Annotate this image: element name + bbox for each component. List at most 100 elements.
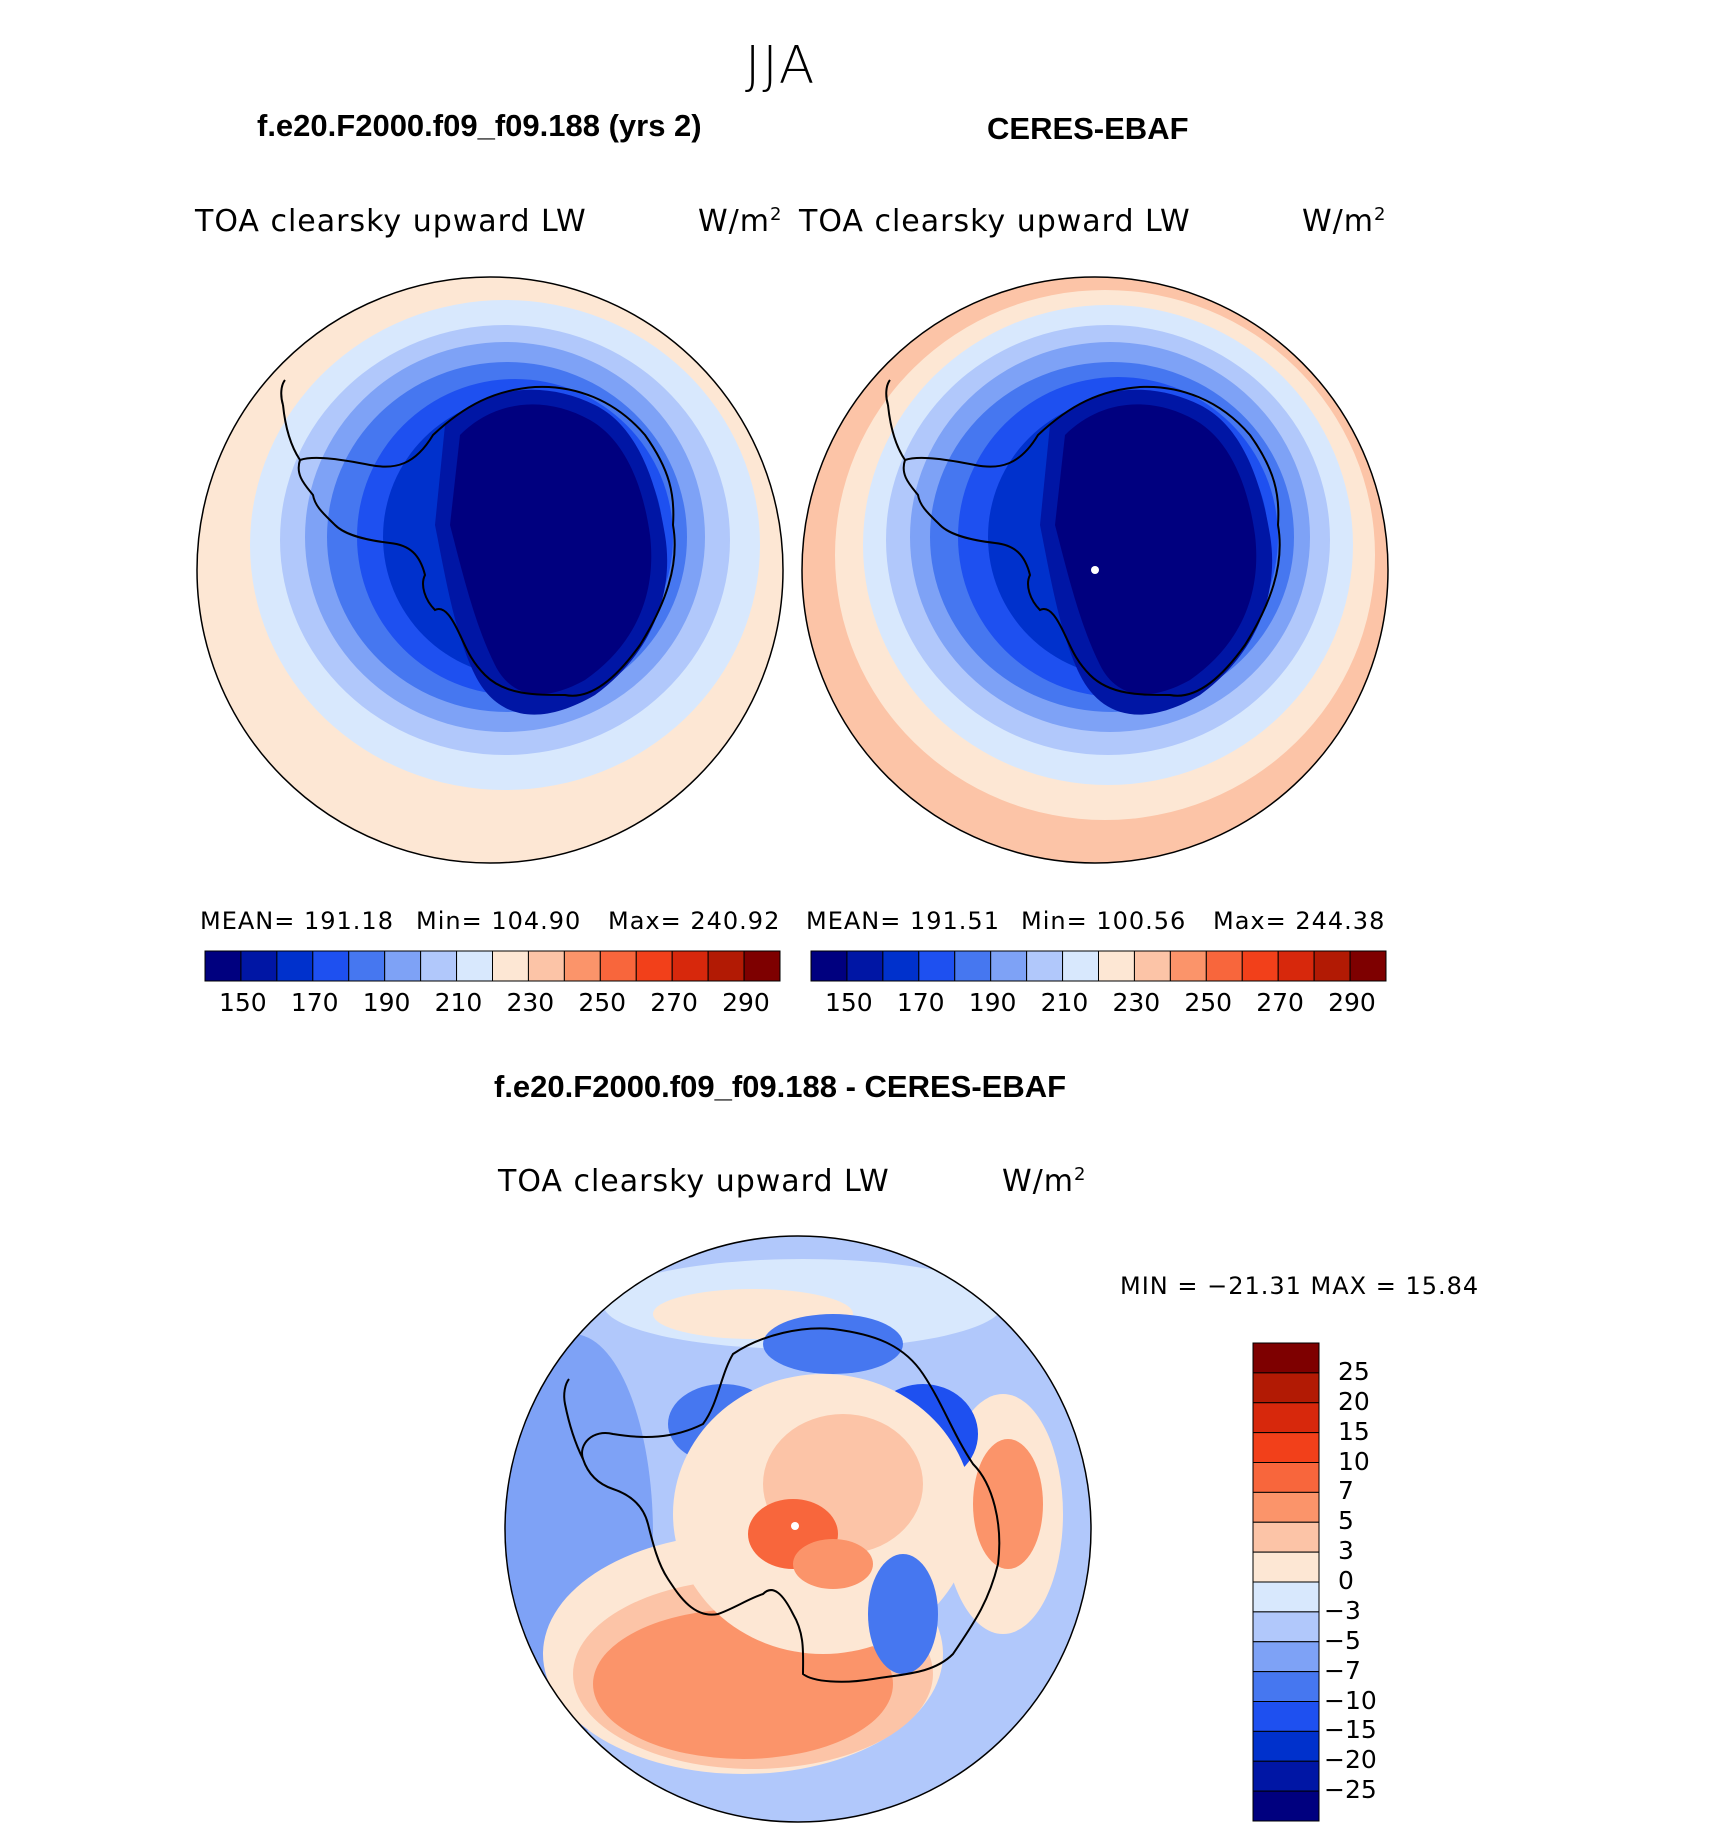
- colorbar-panel1: [204, 950, 781, 982]
- map2-band-150: [1055, 404, 1257, 695]
- panel2-variable-label: TOA clearsky upward LW: [799, 204, 1191, 239]
- colorbar-swatch: [456, 950, 493, 982]
- colorbar-tick-label: −20: [1324, 1745, 1377, 1775]
- colorbar-tick-label: 270: [650, 988, 698, 1017]
- colorbar-diff-labels: 25 20 15 10 7 5 3 0 −3 −5 −7 −10 −15 −20 −25: [1324, 1342, 1418, 1822]
- colorbar-swatch: [810, 950, 848, 982]
- panel1-mean: MEAN= 191.18: [200, 907, 394, 935]
- colorbar-tick-label: 20: [1338, 1386, 1370, 1416]
- colorbar-swatch: [348, 950, 386, 982]
- colorbar-swatch: [1252, 1491, 1320, 1523]
- colorbar-swatch: [420, 950, 458, 982]
- colorbar-swatch: [1062, 950, 1099, 982]
- map1-peninsula: [280, 379, 301, 461]
- colorbar-tick-label: 210: [434, 988, 483, 1017]
- colorbar-tick-label: 15: [1338, 1416, 1370, 1446]
- panel2-case-title: CERES-EBAF: [987, 111, 1189, 146]
- colorbar-swatch: [671, 950, 709, 982]
- colorbar-tick-label: 170: [290, 988, 339, 1017]
- colorbar-swatch: [1252, 1342, 1320, 1374]
- colorbar-swatch: [1098, 950, 1135, 982]
- diff-units-label: W/m2: [1002, 1164, 1087, 1199]
- panel1-case-title: f.e20.F2000.f09_f09.188 (yrs 2): [257, 108, 702, 143]
- colorbar-swatch: [599, 950, 637, 982]
- colorbar-swatch: [882, 950, 920, 982]
- colorbar-swatch: [312, 950, 350, 982]
- diff-title: f.e20.F2000.f09_f09.188 - CERES-EBAF: [494, 1069, 1067, 1104]
- map1-band-150: [450, 404, 652, 695]
- colorbar-tick-label: −5: [1324, 1625, 1361, 1655]
- colorbar-tick-label: 0: [1338, 1566, 1354, 1595]
- colorbar-tick-label: −25: [1324, 1775, 1377, 1805]
- colorbar-swatch: [1241, 950, 1279, 982]
- colorbar-tick-label: 170: [896, 988, 945, 1017]
- colorbar-swatch: [954, 950, 992, 982]
- colorbar-swatch: [743, 950, 781, 982]
- diff-region-north-blue: [763, 1314, 903, 1374]
- colorbar-panel2: [810, 950, 1387, 982]
- map2-peninsula: [885, 379, 906, 461]
- colorbar-swatch: [1277, 950, 1315, 982]
- colorbar-tick-label: 230: [1112, 988, 1161, 1017]
- colorbar-panel2-labels: 150 170 190 210 230 250 270 290: [811, 988, 1386, 1020]
- colorbar-swatch: [1169, 950, 1207, 982]
- colorbar-swatch: [1252, 1730, 1320, 1762]
- colorbar-swatch: [1349, 950, 1387, 982]
- map-panel2: [801, 276, 1389, 864]
- colorbar-swatch: [1133, 950, 1171, 982]
- colorbar-swatch: [1252, 1402, 1320, 1434]
- diff-pole-marker: [791, 1522, 799, 1530]
- map-panel1: [196, 276, 784, 864]
- colorbar-tick-label: 25: [1338, 1356, 1370, 1386]
- diff-region-east-interior-blue: [868, 1554, 938, 1674]
- diff-region-ne-orange: [973, 1439, 1043, 1569]
- colorbar-panel1-labels: 150 170 190 210 230 250 270 290: [205, 988, 780, 1020]
- colorbar-tick-label: 270: [1256, 988, 1304, 1017]
- colorbar-tick-label: −3: [1324, 1595, 1361, 1625]
- colorbar-tick-label: 230: [506, 988, 555, 1017]
- panel1-max: Max= 240.92: [608, 907, 781, 935]
- panel2-min: Min= 100.56: [1021, 907, 1187, 935]
- colorbar-swatch: [1252, 1432, 1320, 1463]
- season-title: JJA: [745, 36, 817, 96]
- colorbar-swatch: [1252, 1521, 1320, 1553]
- colorbar-tick-label: 10: [1338, 1446, 1370, 1476]
- diff-variable-label: TOA clearsky upward LW: [498, 1164, 890, 1199]
- colorbar-tick-label: 150: [824, 988, 873, 1017]
- colorbar-swatch: [1252, 1701, 1320, 1732]
- colorbar-swatch: [276, 950, 314, 982]
- map2-pole-marker: [1091, 566, 1099, 574]
- colorbar-tick-label: −7: [1324, 1655, 1361, 1685]
- colorbar-swatch: [918, 950, 956, 982]
- panel1-units-label: W/m2: [698, 204, 783, 239]
- diff-peninsula: [563, 1378, 584, 1460]
- colorbar-swatch: [563, 950, 601, 982]
- colorbar-tick-label: −15: [1324, 1715, 1377, 1745]
- panel1-variable-label: TOA clearsky upward LW: [195, 204, 587, 239]
- colorbar-tick-label: 7: [1338, 1476, 1354, 1506]
- colorbar-swatch: [1252, 1671, 1320, 1702]
- colorbar-swatch: [204, 950, 242, 982]
- map2-coastline: [902, 385, 1281, 697]
- colorbar-tick-label: 150: [218, 988, 267, 1017]
- colorbar-diff: [1252, 1342, 1320, 1822]
- colorbar-tick-label: 250: [578, 988, 627, 1017]
- colorbar-swatch: [1313, 950, 1351, 982]
- colorbar-swatch: [1252, 1760, 1320, 1792]
- panel2-units-label: W/m2: [1302, 204, 1387, 239]
- map1-coastline: [297, 385, 676, 697]
- colorbar-swatch: [1252, 1641, 1320, 1673]
- panel2-mean: MEAN= 191.51: [806, 907, 1000, 935]
- colorbar-tick-label: 290: [722, 988, 770, 1017]
- colorbar-swatch: [635, 950, 673, 982]
- colorbar-swatch: [1252, 1790, 1320, 1822]
- panel2-max: Max= 244.38: [1213, 907, 1386, 935]
- colorbar-tick-label: 210: [1040, 988, 1089, 1017]
- colorbar-tick-label: 190: [362, 988, 411, 1017]
- colorbar-tick-label: −10: [1324, 1685, 1377, 1715]
- map-diff: [504, 1235, 1092, 1823]
- colorbar-swatch: [1026, 950, 1064, 982]
- colorbar-swatch: [240, 950, 278, 982]
- colorbar-swatch: [492, 950, 529, 982]
- colorbar-swatch: [1252, 1611, 1320, 1643]
